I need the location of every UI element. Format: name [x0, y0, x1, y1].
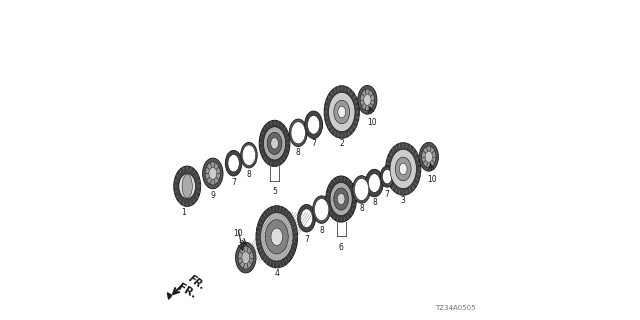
Ellipse shape — [333, 188, 349, 210]
Text: FR.: FR. — [175, 282, 198, 301]
Text: 10: 10 — [427, 175, 437, 184]
Ellipse shape — [307, 116, 320, 134]
Ellipse shape — [205, 162, 220, 185]
Ellipse shape — [313, 196, 331, 223]
Ellipse shape — [337, 193, 345, 205]
Ellipse shape — [266, 220, 288, 254]
Ellipse shape — [358, 85, 377, 114]
Ellipse shape — [242, 252, 250, 263]
Ellipse shape — [243, 145, 255, 165]
Ellipse shape — [360, 89, 374, 111]
Ellipse shape — [202, 158, 223, 189]
Ellipse shape — [260, 212, 293, 261]
Ellipse shape — [390, 149, 417, 189]
Text: 1: 1 — [182, 208, 186, 217]
Ellipse shape — [364, 94, 371, 105]
Ellipse shape — [425, 151, 433, 162]
Text: TZ34A0505: TZ34A0505 — [435, 305, 475, 311]
Ellipse shape — [241, 142, 257, 168]
Ellipse shape — [419, 142, 438, 171]
Ellipse shape — [383, 170, 392, 184]
Ellipse shape — [338, 106, 346, 118]
Ellipse shape — [385, 143, 421, 195]
Ellipse shape — [314, 199, 329, 220]
Ellipse shape — [256, 206, 298, 268]
Ellipse shape — [267, 132, 282, 155]
Ellipse shape — [355, 179, 369, 200]
Ellipse shape — [396, 157, 411, 181]
Ellipse shape — [298, 204, 316, 232]
Text: 8: 8 — [246, 170, 252, 179]
Ellipse shape — [422, 146, 436, 168]
Text: 7: 7 — [385, 190, 390, 199]
Text: 5: 5 — [272, 187, 277, 196]
Ellipse shape — [264, 127, 285, 160]
Ellipse shape — [291, 122, 305, 144]
Text: 8: 8 — [372, 198, 377, 207]
Ellipse shape — [271, 228, 283, 245]
Ellipse shape — [271, 138, 278, 149]
Ellipse shape — [380, 166, 394, 187]
Polygon shape — [168, 293, 172, 299]
Text: 10: 10 — [367, 118, 377, 127]
Ellipse shape — [324, 86, 360, 138]
Ellipse shape — [353, 176, 371, 203]
Ellipse shape — [399, 163, 407, 175]
Ellipse shape — [330, 182, 352, 216]
Ellipse shape — [305, 111, 323, 139]
Ellipse shape — [209, 168, 217, 179]
Text: 8: 8 — [319, 226, 324, 235]
Ellipse shape — [228, 155, 239, 172]
Ellipse shape — [365, 169, 383, 197]
Text: 10: 10 — [233, 229, 243, 238]
Text: 3: 3 — [401, 196, 406, 205]
Ellipse shape — [259, 120, 290, 166]
Text: 4: 4 — [275, 269, 279, 278]
Text: 7: 7 — [311, 140, 316, 148]
Text: 7: 7 — [231, 178, 236, 187]
Text: 7: 7 — [304, 235, 309, 244]
Ellipse shape — [368, 174, 381, 192]
Ellipse shape — [238, 246, 253, 269]
Ellipse shape — [182, 174, 192, 198]
Text: 2: 2 — [339, 140, 344, 148]
Ellipse shape — [179, 174, 196, 199]
Ellipse shape — [174, 166, 201, 206]
Ellipse shape — [289, 119, 307, 147]
Text: 6: 6 — [339, 243, 344, 252]
Text: 8: 8 — [359, 204, 364, 213]
Ellipse shape — [334, 100, 349, 124]
Ellipse shape — [328, 92, 355, 132]
Text: FR.: FR. — [187, 273, 207, 292]
Ellipse shape — [236, 242, 256, 273]
Ellipse shape — [300, 209, 313, 228]
Ellipse shape — [225, 150, 242, 176]
Text: 9: 9 — [211, 191, 215, 200]
Text: 8: 8 — [296, 148, 301, 156]
Ellipse shape — [326, 176, 356, 222]
